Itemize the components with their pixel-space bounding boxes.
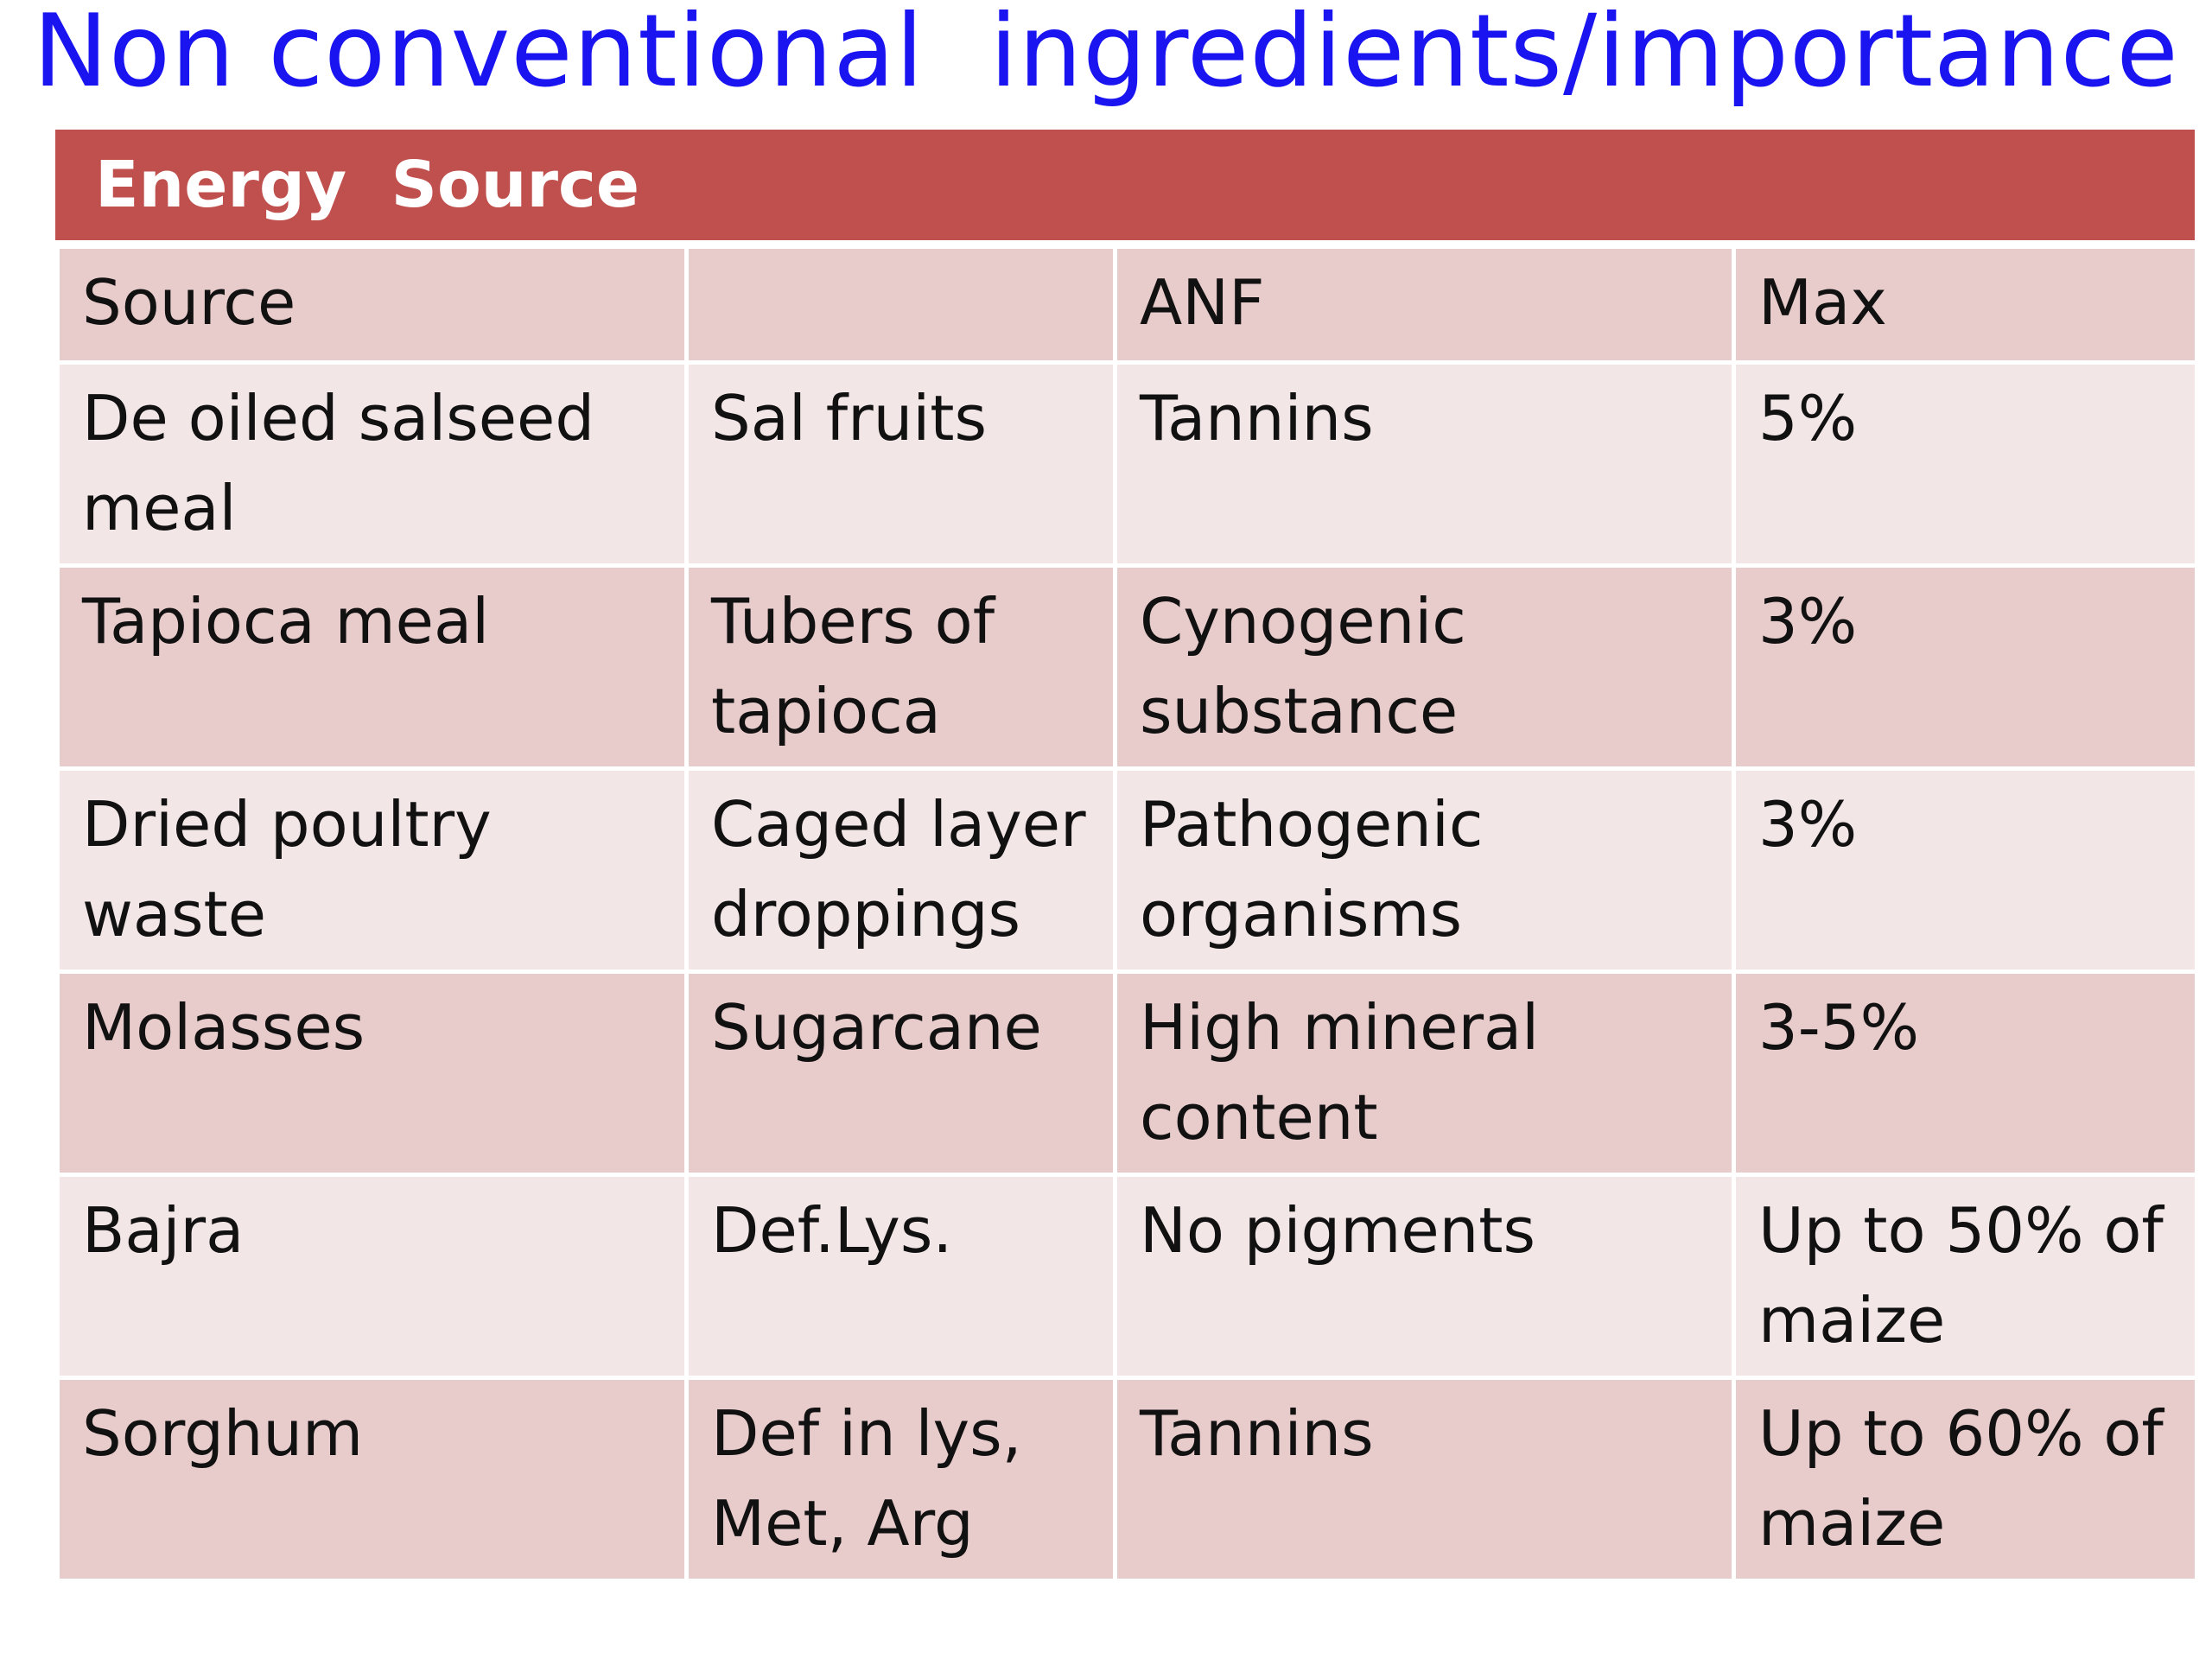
ingredients-table: Energy Source Source ANF Max De oiled sa… [55,130,2199,1583]
table-row: Bajra Def.Lys. No pigments Up to 50% of … [55,1173,2199,1380]
cell-anf: Tannins [1113,360,1736,568]
cell-origin: Sal fruits [684,360,1117,568]
column-header-anf: ANF [1113,245,1736,365]
cell-source: Dried poultry waste [55,766,689,974]
table-header-row: Source ANF Max [55,245,2199,365]
cell-max: 5% [1732,360,2199,568]
section-header: Energy Source [55,130,2195,240]
cell-source: Molasses [55,969,689,1177]
cell-max: Up to 60% of maize [1732,1376,2199,1583]
cell-max: 3% [1732,766,2199,974]
column-header-max: Max [1732,245,2199,365]
cell-source: Tapioca meal [55,563,689,771]
table-row: Dried poultry waste Caged layer dropping… [55,766,2199,974]
cell-origin: Tubers of tapioca [684,563,1117,771]
table-row: Molasses Sugarcane High mineral content … [55,969,2199,1177]
cell-anf: Tannins [1113,1376,1736,1583]
cell-source: Sorghum [55,1376,689,1583]
cell-anf: High mineral content [1113,969,1736,1177]
cell-origin: Sugarcane [684,969,1117,1177]
cell-anf: Pathogenic organisms [1113,766,1736,974]
table-row: De oiled salseed meal Sal fruits Tannins… [55,360,2199,568]
cell-origin: Def in lys, Met, Arg [684,1376,1117,1583]
cell-max: 3% [1732,563,2199,771]
table-row: Sorghum Def in lys, Met, Arg Tannins Up … [55,1376,2199,1583]
cell-anf: Cynogenic substance [1113,563,1736,771]
slide-title: Non conventional ingredients/importance [33,0,2179,110]
table-row: Tapioca meal Tubers of tapioca Cynogenic… [55,563,2199,771]
cell-max: Up to 50% of maize [1732,1173,2199,1380]
ingredients-grid: Source ANF Max De oiled salseed meal Sal… [55,245,2199,1583]
cell-origin: Def.Lys. [684,1173,1117,1380]
cell-source: Bajra [55,1173,689,1380]
cell-source: De oiled salseed meal [55,360,689,568]
cell-max: 3-5% [1732,969,2199,1177]
column-header-source: Source [55,245,689,365]
column-header-origin [684,245,1117,365]
cell-anf: No pigments [1113,1173,1736,1380]
cell-origin: Caged layer droppings [684,766,1117,974]
